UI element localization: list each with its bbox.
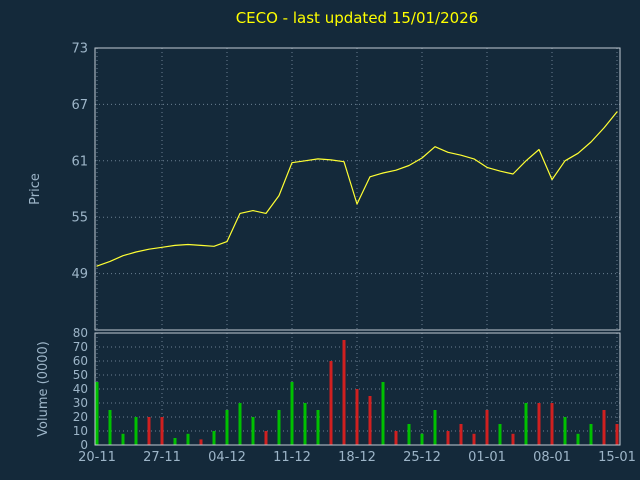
x-tick-label: 11-12	[273, 450, 311, 465]
volume-bar	[420, 433, 424, 445]
volume-bar	[394, 431, 398, 445]
volume-bar	[472, 433, 476, 445]
price-tick-label: 55	[71, 211, 88, 226]
volume-bar	[108, 410, 112, 445]
volume-bar	[511, 433, 515, 445]
volume-bar	[368, 396, 372, 445]
plot-layer: 20-11 27-11 04-12 11-12 18-12 25-12 01-01 08-01…	[71, 42, 635, 466]
volume-axis-label: Volume (0000)	[36, 341, 51, 437]
volume-bar	[602, 410, 606, 445]
volume-bar	[498, 424, 502, 445]
volume-bar	[212, 431, 216, 445]
volume-bar	[121, 433, 125, 445]
x-tick-label: 04-12	[208, 450, 246, 465]
price-plot-frame	[94, 47, 621, 331]
price-axis-label: Price	[28, 173, 43, 205]
volume-tick-label: 40	[73, 382, 88, 396]
volume-tick-label: 20	[73, 410, 88, 424]
volume-bar	[342, 340, 346, 445]
volume-bar	[446, 431, 450, 445]
volume-bar	[134, 417, 138, 445]
volume-bar	[160, 417, 164, 445]
volume-bar	[550, 403, 554, 445]
volume-bar	[433, 410, 437, 445]
volume-bar	[524, 403, 528, 445]
volume-bar	[537, 403, 541, 445]
volume-bar	[199, 439, 203, 445]
price-tick-label: 73	[71, 42, 88, 57]
volume-bar	[238, 403, 242, 445]
volume-bar	[576, 433, 580, 445]
volume-bar	[563, 417, 567, 445]
volume-tick-label: 80	[73, 326, 88, 340]
volume-bar	[225, 410, 229, 445]
volume-bar	[186, 433, 190, 445]
volume-bar	[615, 424, 619, 445]
price-line	[96, 111, 618, 267]
volume-bar	[95, 382, 99, 445]
volume-bar	[316, 410, 320, 445]
x-tick-label: 01-01	[468, 450, 506, 465]
price-tick-label: 61	[71, 154, 88, 169]
volume-bar	[264, 431, 268, 445]
volume-bar	[290, 382, 294, 445]
volume-plot-frame	[94, 332, 621, 446]
volume-tick-label: 50	[73, 368, 88, 382]
volume-bar	[355, 389, 359, 445]
volume-bar	[147, 417, 151, 445]
x-tick-label: 15-01	[598, 450, 636, 465]
volume-bar	[589, 424, 593, 445]
volume-bar	[251, 417, 255, 445]
volume-bar	[173, 438, 177, 445]
volume-bar	[485, 410, 489, 445]
volume-bar	[303, 403, 307, 445]
x-tick-label: 20-11	[78, 450, 116, 465]
volume-tick-label: 70	[73, 340, 88, 354]
volume-tick-label: 30	[73, 396, 88, 410]
volume-bar	[381, 382, 385, 445]
volume-bar	[459, 424, 463, 445]
volume-tick-label: 60	[73, 354, 88, 368]
price-tick-label: 49	[71, 267, 88, 282]
volume-bar	[277, 410, 281, 445]
price-tick-label: 67	[71, 98, 88, 113]
volume-bar	[329, 361, 333, 445]
x-tick-label: 27-11	[143, 450, 181, 465]
volume-tick-label: 10	[73, 424, 88, 438]
volume-bar	[407, 424, 411, 445]
x-tick-label: 08-01	[533, 450, 571, 465]
x-tick-label: 18-12	[338, 450, 376, 465]
volume-tick-label: 0	[80, 438, 88, 452]
chart-title: CECO - last updated 15/01/2026	[236, 9, 479, 27]
x-tick-label: 25-12	[403, 450, 441, 465]
